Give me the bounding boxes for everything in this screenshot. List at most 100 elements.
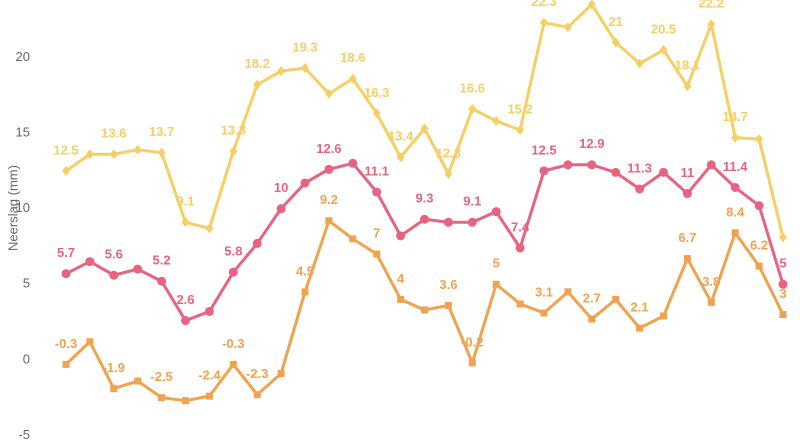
point [443,217,453,227]
data-label: -0.3 [222,336,244,351]
point [396,152,405,163]
data-label: -2.3 [246,366,268,381]
data-label: -0.3 [55,336,77,351]
data-label: 16.6 [460,80,485,95]
point [253,391,261,399]
point [492,115,501,126]
point [516,300,524,308]
data-label: 12.5 [53,142,78,157]
y-tick-label: 0 [23,351,30,366]
y-tick-label: 5 [23,276,30,291]
point [301,288,309,296]
point [109,270,119,280]
y-tick-label: 15 [16,124,30,139]
y-axis-label: Neerslag (mm) [5,165,20,251]
point [324,88,333,99]
point [516,125,525,136]
point [683,81,692,92]
data-label: 2.7 [583,290,601,305]
point [109,149,118,160]
point [181,217,190,228]
point [611,167,621,177]
point [421,306,428,314]
data-label: 11.3 [627,160,652,175]
data-label: -0.2 [461,334,483,349]
data-label: 10 [274,180,288,195]
point [372,187,382,197]
point [397,295,405,303]
point [420,123,429,134]
data-label: 4 [397,271,405,286]
data-label: 2.1 [631,300,649,315]
data-label: 11.4 [723,159,748,174]
data-label: -2.4 [198,368,221,383]
point [85,257,95,267]
data-label: 11 [681,165,695,180]
data-label: 12.6 [316,141,341,156]
point [348,73,357,84]
data-label: 21 [608,14,622,29]
data-label: 9.1 [463,194,481,209]
point [730,182,740,192]
data-label: 3.1 [535,284,553,299]
point [540,309,548,317]
point [61,269,71,279]
point [467,217,477,227]
data-label: 4.5 [296,263,314,278]
point [755,262,763,270]
data-label: -1.9 [103,360,125,375]
point [86,338,94,346]
point [324,164,334,174]
data-label: 5.8 [224,244,242,259]
point [85,149,94,160]
point [325,217,333,225]
point [300,178,310,188]
data-label: 19.3 [292,39,317,54]
point [659,44,668,55]
data-label: 3 [779,286,786,301]
point [587,160,597,170]
point [157,147,166,158]
point [491,207,501,217]
point [348,158,358,168]
data-label: 8.4 [726,204,745,219]
y-tick-label: 10 [16,200,30,215]
point [659,167,668,177]
data-label: 18.6 [340,50,365,65]
point [420,214,429,224]
point [515,243,525,253]
point [157,276,167,286]
point [62,360,70,368]
point [660,312,667,320]
point [468,359,476,367]
point [444,301,452,309]
point [396,231,406,241]
data-label: 7 [373,225,380,240]
point [229,146,238,157]
point [754,201,764,211]
data-label: 15.2 [507,101,532,116]
data-label: 5.2 [153,253,171,268]
point [158,394,166,402]
point [349,235,357,243]
data-label: 16.3 [364,85,389,100]
point [133,264,143,274]
point [612,295,620,303]
point [779,311,787,319]
point [228,267,238,277]
point [683,255,691,263]
point [778,279,788,289]
point [468,103,477,114]
data-label: 2.6 [176,292,194,307]
point [707,298,715,306]
data-label: 9.2 [320,192,338,207]
data-label: 18.2 [245,56,270,71]
point [731,229,739,237]
data-label: 9.1 [176,194,194,209]
point [110,385,118,393]
point [706,160,716,170]
point [301,63,309,74]
point [492,280,500,288]
point [755,134,764,145]
data-label: 12.9 [579,136,604,151]
